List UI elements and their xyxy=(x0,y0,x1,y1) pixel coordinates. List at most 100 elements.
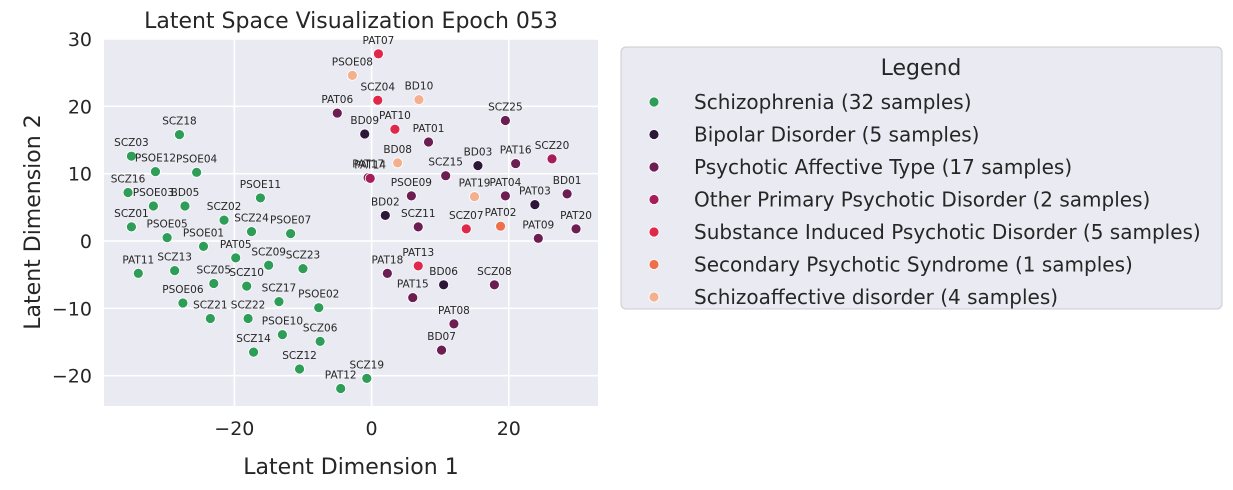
legend-label: Psychotic Affective Type (17 samples) xyxy=(694,155,1072,179)
point-label: PAT06 xyxy=(321,94,353,106)
data-point xyxy=(448,318,460,330)
point-label: PSOE01 xyxy=(183,227,224,239)
data-point xyxy=(392,157,404,169)
point-label: SCZ05 xyxy=(196,264,231,276)
data-point xyxy=(191,166,203,178)
data-point xyxy=(335,383,347,394)
data-points xyxy=(122,48,582,394)
legend-marker xyxy=(648,226,660,238)
point-label: SCZ21 xyxy=(193,299,228,311)
point-label: SCZ01 xyxy=(114,208,149,220)
point-label: SCZ16 xyxy=(111,174,146,186)
data-point xyxy=(314,335,326,347)
data-point xyxy=(412,260,424,272)
point-label: PSOE09 xyxy=(391,177,432,189)
data-point xyxy=(294,363,305,375)
data-point xyxy=(204,313,216,324)
legend-box xyxy=(620,46,1223,310)
legend-marker xyxy=(648,161,660,173)
data-point xyxy=(198,241,209,252)
x-gridlines xyxy=(233,39,510,406)
legend-marker xyxy=(648,291,660,303)
data-point xyxy=(174,129,185,141)
data-point xyxy=(361,372,373,384)
data-point xyxy=(246,226,257,237)
point-label: SCZ11 xyxy=(401,208,436,220)
point-label: BD07 xyxy=(427,331,456,343)
data-point xyxy=(529,199,541,211)
point-label: SCZ25 xyxy=(488,101,523,113)
point-label: PAT14 xyxy=(354,159,386,171)
data-point xyxy=(242,313,254,324)
point-label: SCZ03 xyxy=(114,137,149,149)
point-label: SCZ02 xyxy=(207,201,242,213)
point-label: PSOE02 xyxy=(298,289,339,301)
point-label: SCZ06 xyxy=(303,322,338,334)
data-point xyxy=(248,346,259,358)
data-point xyxy=(546,153,558,165)
point-label: PSOE06 xyxy=(162,284,204,296)
data-point xyxy=(263,259,275,271)
legend-marker xyxy=(648,194,660,205)
point-label: BD05 xyxy=(171,187,200,199)
point-label: SCZ22 xyxy=(231,299,266,311)
data-point xyxy=(438,279,450,291)
point-label: SCZ18 xyxy=(162,116,197,128)
legend-marker xyxy=(648,129,660,140)
point-label: SCZ23 xyxy=(286,250,321,262)
point-label: SCZ17 xyxy=(262,283,297,295)
point-label: SCZ10 xyxy=(229,267,264,279)
point-label: BD06 xyxy=(429,266,458,278)
legend-label: Schizophrenia (32 samples) xyxy=(694,90,972,114)
point-label: PAT01 xyxy=(413,123,445,135)
legend-entries: Schizophrenia (32 samples) Bipolar Disord… xyxy=(648,90,1201,309)
data-point xyxy=(389,123,401,135)
point-label: SCZ08 xyxy=(477,266,512,278)
data-point xyxy=(147,200,159,212)
plot-background xyxy=(104,39,598,406)
data-point xyxy=(532,232,544,244)
legend-label: Schizoaffective disorder (4 samples) xyxy=(694,285,1058,309)
data-point xyxy=(346,69,358,81)
y-axis-title: Latent Dimension 2 xyxy=(21,114,46,329)
point-label: BD02 xyxy=(371,196,400,208)
data-point xyxy=(413,94,425,106)
data-point xyxy=(273,296,285,308)
point-label: PAT08 xyxy=(438,305,470,317)
x-tick-labels: −20 0 20 xyxy=(214,418,521,440)
point-label: PSOE10 xyxy=(262,316,303,328)
data-point xyxy=(218,214,230,226)
data-point xyxy=(570,223,582,235)
data-point xyxy=(495,220,506,232)
legend-title: Legend xyxy=(881,56,962,81)
point-label: PAT13 xyxy=(402,247,434,259)
data-point xyxy=(488,279,500,291)
data-point xyxy=(405,190,417,202)
data-point xyxy=(460,223,472,235)
legend-marker xyxy=(648,259,660,270)
point-label: SCZ09 xyxy=(251,246,286,258)
point-label: PSOE03 xyxy=(133,187,174,199)
y-tick-label: −20 xyxy=(52,366,92,388)
point-label: SCZ19 xyxy=(349,359,384,371)
data-point xyxy=(313,302,325,314)
data-point xyxy=(561,188,573,200)
y-gridlines xyxy=(104,38,598,377)
data-point xyxy=(381,267,393,279)
y-tick-label: 30 xyxy=(68,29,92,51)
legend-label: Bipolar Disorder (5 samples) xyxy=(694,123,980,147)
data-point xyxy=(379,210,391,221)
x-tick-label: 20 xyxy=(497,418,521,440)
legend-marker xyxy=(648,96,660,108)
x-tick-label: −20 xyxy=(214,418,254,440)
point-label: PAT04 xyxy=(489,177,521,189)
data-point xyxy=(230,252,242,264)
data-point xyxy=(510,158,522,169)
point-label: PAT12 xyxy=(325,369,357,381)
legend-label: Substance Induced Psychotic Disorder (5 … xyxy=(694,220,1201,244)
data-point xyxy=(285,228,297,240)
data-point xyxy=(469,191,480,202)
point-label: PAT15 xyxy=(397,279,429,291)
